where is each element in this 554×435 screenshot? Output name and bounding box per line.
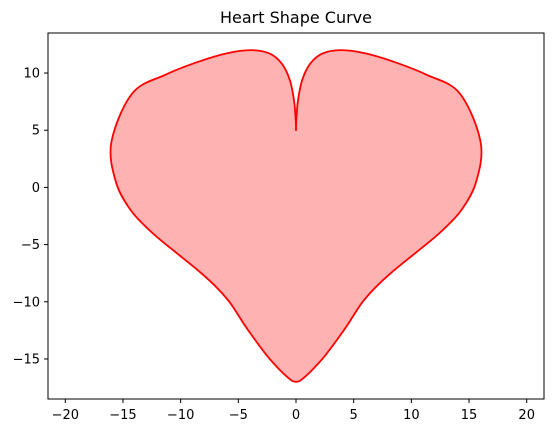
y-tick-label: 5	[32, 124, 40, 139]
x-tick-label: −20	[52, 408, 79, 423]
x-tick-label: −10	[167, 408, 194, 423]
x-tick-label: −5	[229, 408, 248, 423]
x-tick-label: 10	[403, 408, 420, 423]
heart-fill-area	[110, 50, 482, 382]
chart-title: Heart Shape Curve	[220, 8, 372, 27]
y-tick-label: 0	[32, 181, 40, 196]
y-tick-label: 10	[23, 67, 40, 82]
x-tick-label: −15	[109, 408, 136, 423]
x-tick-label: 15	[461, 408, 478, 423]
y-tick-label: −10	[13, 295, 40, 310]
heart-curve-line	[109, 49, 483, 383]
y-tick-label: −15	[13, 352, 40, 367]
x-tick-label: 0	[292, 408, 300, 423]
y-tick-label: −5	[21, 238, 40, 253]
x-tick-label: 5	[350, 408, 358, 423]
x-tick-label: 20	[518, 408, 535, 423]
